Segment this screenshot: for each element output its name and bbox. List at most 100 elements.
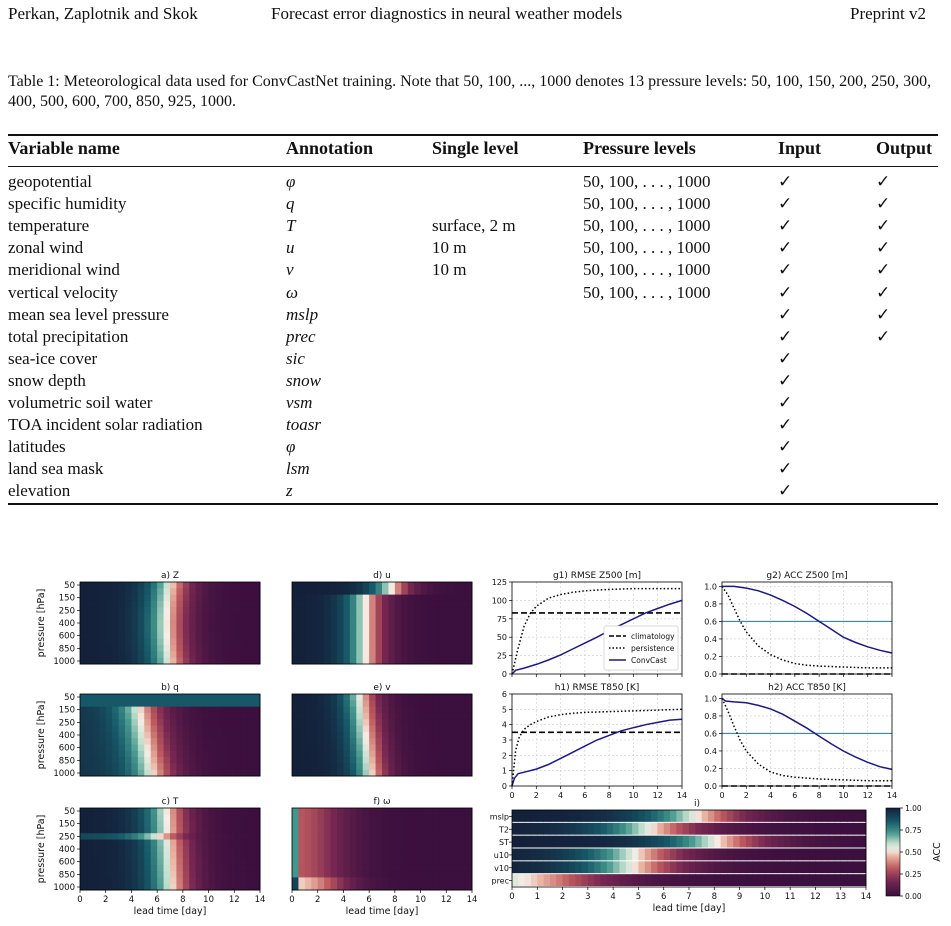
heatmap-cell [292, 638, 299, 646]
heatmap-cell [292, 757, 299, 764]
heatmap-cell [439, 852, 447, 859]
heatmap-cell [105, 826, 113, 834]
heatmap-cell [150, 582, 158, 589]
cell-single: 10 m [432, 238, 467, 258]
heatmap-cell [131, 871, 139, 878]
heatmap-cell [853, 861, 861, 874]
heatmap-cell [369, 883, 377, 891]
heatmap-cell [292, 719, 299, 727]
heatmap-cell [298, 871, 306, 878]
heatmap-cell [227, 738, 235, 745]
heatmap-cell [118, 694, 126, 701]
heatmap-cell [311, 706, 319, 714]
heatmap-cell [292, 600, 299, 608]
heatmap-cell [518, 861, 526, 874]
heatmap-cell [317, 645, 325, 652]
heatmap-cell [613, 822, 620, 835]
heatmap-cell [208, 645, 216, 652]
heatmap-cell [600, 861, 608, 874]
heatmap-cell [144, 814, 152, 822]
heatmap-cell [330, 613, 338, 621]
heatmap-cell [625, 874, 633, 886]
cell-pressure: 50, 100, . . . , 1000 [583, 238, 711, 258]
heatmap-cell [92, 607, 100, 615]
heatmap-cell [613, 835, 620, 848]
heatmap-cell [311, 651, 319, 659]
heatmap-cell [144, 757, 152, 764]
heatmap-cell [343, 657, 351, 665]
heatmap-cell [847, 874, 854, 886]
heatmap-cell [433, 657, 441, 665]
heatmap-cell [407, 645, 415, 652]
heatmap-cell [324, 814, 332, 822]
heatmap-cell [195, 744, 203, 752]
heatmap-cell [118, 744, 126, 752]
heatmap-cell [182, 883, 190, 891]
heatmap-cell [465, 871, 473, 878]
heatmap-cell [311, 738, 319, 745]
heatmap-cell [745, 861, 753, 874]
heatmap-cell [815, 822, 823, 835]
heatmap-cell [170, 750, 177, 758]
heatmap-cell [208, 607, 216, 615]
heatmap-cell [452, 712, 460, 720]
heatmap-cell [714, 874, 722, 886]
heatmap-cell [594, 822, 601, 835]
heatmap-cell [324, 864, 332, 872]
heatmap-cell [317, 826, 325, 834]
heatmap-cell [170, 744, 177, 752]
heatmap-cell [330, 607, 338, 615]
heatmap-cell [427, 613, 434, 621]
heatmap-cell [821, 810, 829, 822]
heatmap-cell [195, 738, 203, 745]
heatmap-cell [847, 835, 854, 848]
heatmap-cell [202, 750, 210, 758]
heatmap-cell [349, 820, 357, 828]
heatmap-cell [80, 719, 87, 727]
heatmap-cell [170, 833, 177, 841]
heatmap-cell [394, 814, 402, 822]
heatmap-cell [137, 619, 145, 627]
heatmap-cell [394, 877, 402, 885]
heatmap-cell [606, 810, 614, 822]
x-tick-label: 2 [534, 791, 539, 800]
heatmap-cell [369, 719, 377, 727]
heatmap-cell [427, 600, 434, 608]
heatmap-cell [112, 738, 120, 745]
heatmap-cell [439, 626, 447, 633]
heatmap-cell [452, 826, 460, 834]
heatmap-cell [420, 826, 428, 834]
heatmap-cell [581, 874, 589, 886]
heatmap-cell [247, 694, 255, 701]
heatmap-cell [247, 725, 255, 733]
heatmap-cell [644, 822, 652, 835]
x-tick-label: 11 [785, 892, 796, 902]
heatmap-cell [189, 808, 197, 815]
heatmap-cell [137, 638, 145, 646]
heatmap-cell [356, 750, 364, 758]
heatmap-cell [163, 712, 171, 720]
heatmap-cell [86, 820, 94, 828]
heatmap-cell [362, 638, 370, 646]
heatmap-cell [176, 845, 184, 853]
heatmap-cell [695, 874, 703, 886]
heatmap-cell [105, 632, 113, 640]
heatmap-cell [369, 619, 377, 627]
heatmap-cell [512, 822, 519, 835]
heatmap-cell [202, 607, 210, 615]
heatmap-cell [809, 874, 816, 886]
heatmap-cell [292, 864, 299, 872]
cell-input: ✓ [778, 459, 793, 479]
heatmap-cell [619, 848, 627, 861]
heatmap-cell [349, 706, 357, 714]
heatmap-cell [427, 808, 434, 815]
heatmap-cell [317, 763, 325, 771]
heatmap-cell [105, 839, 113, 847]
heatmap-cell [240, 750, 248, 758]
heatmap-cell [150, 738, 158, 745]
heatmap-cell [439, 594, 447, 602]
heatmap-cell [324, 712, 332, 720]
heatmap-cell [189, 719, 197, 727]
heatmap-cell [796, 810, 804, 822]
heatmap-cell [253, 651, 261, 659]
